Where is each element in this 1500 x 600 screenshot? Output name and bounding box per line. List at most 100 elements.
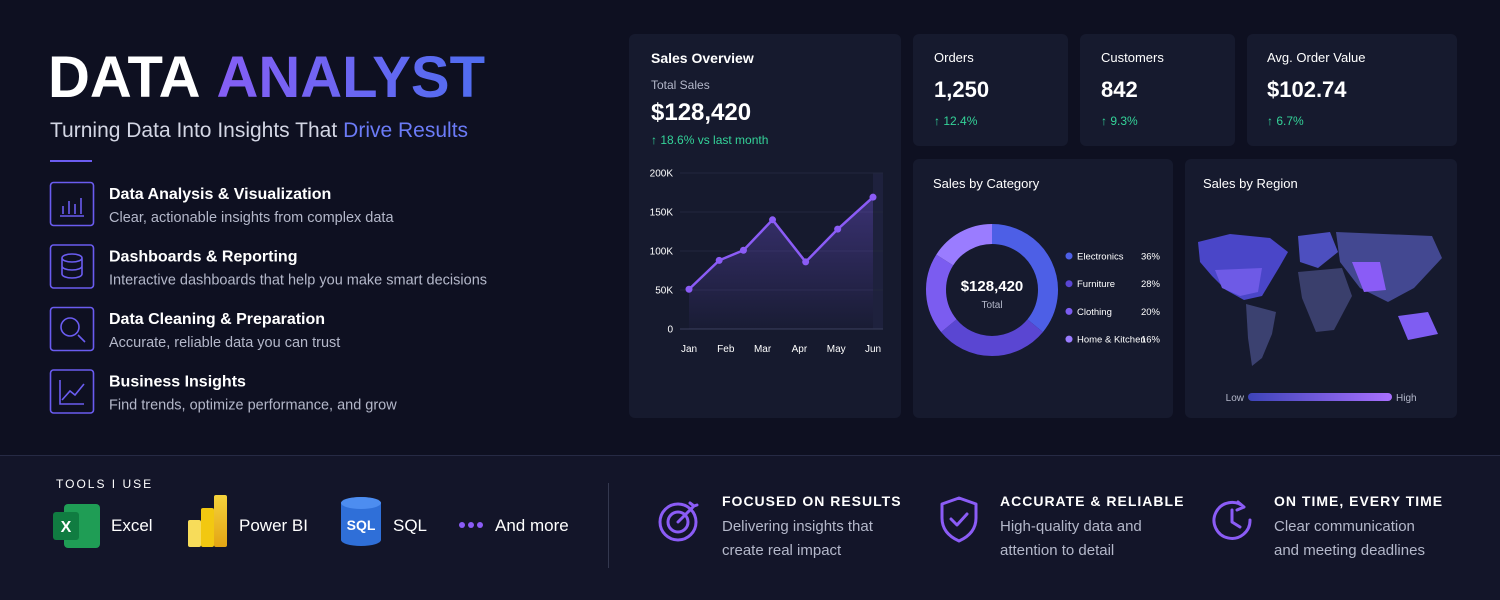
legend-label: Furniture xyxy=(1077,279,1115,290)
donut-segment xyxy=(926,254,957,333)
region xyxy=(1246,304,1276,366)
subtitle-accent: Drive Results xyxy=(343,119,468,142)
kpi-value: $102.74 xyxy=(1267,77,1347,102)
target-arrow xyxy=(676,501,699,524)
chart-title: Sales by Category xyxy=(933,176,1040,191)
feature-description: Clear, actionable insights from complex … xyxy=(109,210,394,226)
x-tick-label: May xyxy=(827,344,846,355)
y-tick-label: 150K xyxy=(650,208,674,219)
value-list: FOCUSED ON RESULTS Delivering insights th… xyxy=(722,493,1443,559)
excel-icon-text: X xyxy=(61,519,72,536)
point xyxy=(769,216,777,224)
excel-icon-tile xyxy=(53,512,79,540)
tool-name: SQL xyxy=(393,516,427,535)
charts: Sales Overview Total Sales $128,420 ↑ 18.6%… xyxy=(650,50,1161,356)
icon-chart xyxy=(60,198,84,217)
chart-total: $128,420 xyxy=(651,99,751,126)
feature-title: Business Insights xyxy=(109,374,246,391)
region xyxy=(1398,312,1438,340)
value-title: ON TIME, EVERY TIME xyxy=(1274,493,1443,509)
value-description: High-quality data and xyxy=(1000,518,1142,535)
subtitle-text: Turning Data Into Insights That xyxy=(50,119,337,142)
tool-name: And more xyxy=(495,516,569,535)
powerbi-bar xyxy=(201,508,214,547)
legend-swatch xyxy=(1065,307,1073,315)
point xyxy=(834,225,842,233)
panel xyxy=(1247,34,1457,146)
x-tick-label: Feb xyxy=(717,344,735,355)
donut-segment xyxy=(991,224,1058,333)
value-label: 16% xyxy=(1141,335,1161,346)
panel xyxy=(1080,34,1235,146)
map-legend-high: High xyxy=(1396,393,1417,404)
kpi-change: ↑ 6.7% xyxy=(1267,114,1304,128)
clock-icon xyxy=(1212,500,1252,540)
feature-icons xyxy=(49,181,95,414)
region xyxy=(1352,262,1386,292)
kpi-label: Orders xyxy=(934,50,974,65)
tools-title: TOOLS I USE xyxy=(56,477,153,491)
point xyxy=(685,285,693,293)
target-icon xyxy=(658,502,698,542)
kpi-cards: Orders 1,250 ↑ 12.4% Customers 842 ↑ 9.3% Avg.… xyxy=(934,50,1366,128)
feature-title: Dashboards & Reporting xyxy=(109,249,297,266)
target-icon xyxy=(666,510,690,534)
title-accent: ANALYST xyxy=(216,45,485,110)
icon-box xyxy=(49,244,95,289)
feature-list: Data Analysis & Visualization Clear, acti… xyxy=(109,186,487,414)
icon-database xyxy=(61,253,83,279)
sql-icon-text: SQL xyxy=(347,517,376,533)
icon-search xyxy=(60,317,86,343)
feature-description: Accurate, reliable data you can trust xyxy=(109,335,340,351)
legend-swatch xyxy=(1065,280,1073,288)
region xyxy=(1215,268,1262,296)
icon-box xyxy=(49,369,95,414)
kpi-value: 1,250 xyxy=(934,77,989,102)
feature-description: Find trends, optimize performance, and g… xyxy=(109,398,397,414)
kpi-label: Customers xyxy=(1101,50,1164,65)
dot xyxy=(468,522,474,528)
title-word: DATA xyxy=(48,45,200,110)
value-label: 28% xyxy=(1141,279,1161,290)
chart-title: Sales Overview xyxy=(651,50,754,66)
icon-box xyxy=(49,306,95,352)
donut-center-label: Total xyxy=(981,300,1002,311)
legend-label: Clothing xyxy=(1077,307,1112,318)
donut-center-value: $128,420 xyxy=(961,278,1024,295)
region xyxy=(1298,268,1352,332)
tool-icons xyxy=(53,495,483,548)
feature-title: Data Analysis & Visualization xyxy=(109,186,331,203)
icon-trend xyxy=(59,380,85,405)
x-tick-label: Jun xyxy=(865,344,881,355)
dot xyxy=(459,522,465,528)
map-legend-bar xyxy=(1248,393,1392,401)
x-tick-label: Apr xyxy=(792,344,808,355)
donut-segment xyxy=(941,318,1043,356)
kpi-value: 842 xyxy=(1101,77,1138,102)
value-description: Clear communication xyxy=(1274,518,1415,535)
sql-icon xyxy=(341,497,381,546)
value-description: and meeting deadlines xyxy=(1274,542,1425,559)
y-tick-label: 50K xyxy=(655,286,673,297)
legend-swatch xyxy=(1065,252,1073,260)
kpi-change: ↑ 9.3% xyxy=(1101,114,1138,128)
shield-icon xyxy=(940,496,978,543)
value-title: FOCUSED ON RESULTS xyxy=(722,493,902,509)
donut-segment xyxy=(936,224,993,266)
world-map xyxy=(1198,232,1442,366)
y-tick-label: 200K xyxy=(650,169,674,180)
legend-label: Home & Kitchen xyxy=(1077,335,1146,346)
legend-swatch xyxy=(1065,335,1073,343)
powerbi-bar xyxy=(214,495,227,547)
value-label: 36% xyxy=(1141,252,1161,263)
chart-subtitle: Total Sales xyxy=(651,78,710,92)
subtitle: Turning Data Into Insights That Drive Res… xyxy=(50,119,468,142)
kpi-label: Avg. Order Value xyxy=(1267,50,1366,65)
y-tick-label: 0 xyxy=(667,325,673,336)
map-legend-low: Low xyxy=(1226,393,1245,404)
chart-change: ↑ 18.6% vs last month xyxy=(651,133,768,147)
point xyxy=(715,256,723,264)
kpi-change: ↑ 12.4% xyxy=(934,114,978,128)
